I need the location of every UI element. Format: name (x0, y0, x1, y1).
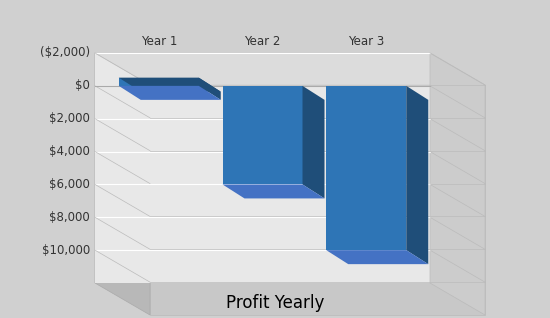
Polygon shape (302, 86, 324, 198)
Polygon shape (199, 78, 221, 100)
Polygon shape (119, 78, 199, 86)
Polygon shape (223, 184, 324, 198)
Text: $8,000: $8,000 (50, 211, 90, 224)
Text: $10,000: $10,000 (42, 244, 90, 257)
Text: $0: $0 (75, 80, 90, 92)
Polygon shape (430, 53, 485, 315)
Polygon shape (150, 85, 485, 315)
Text: Profit Yearly: Profit Yearly (226, 294, 324, 312)
Text: ($2,000): ($2,000) (40, 46, 90, 59)
Text: $2,000: $2,000 (49, 112, 90, 125)
Text: Year 2: Year 2 (244, 35, 280, 48)
Text: Year 3: Year 3 (348, 35, 384, 48)
Text: Year 1: Year 1 (141, 35, 177, 48)
Polygon shape (119, 86, 221, 100)
Polygon shape (95, 53, 150, 315)
Polygon shape (223, 86, 303, 184)
Polygon shape (95, 53, 430, 283)
Polygon shape (95, 53, 485, 85)
Polygon shape (326, 86, 406, 250)
Text: $6,000: $6,000 (49, 178, 90, 191)
Text: $4,000: $4,000 (49, 145, 90, 158)
Polygon shape (119, 78, 221, 92)
Polygon shape (406, 86, 428, 264)
Polygon shape (326, 250, 428, 264)
